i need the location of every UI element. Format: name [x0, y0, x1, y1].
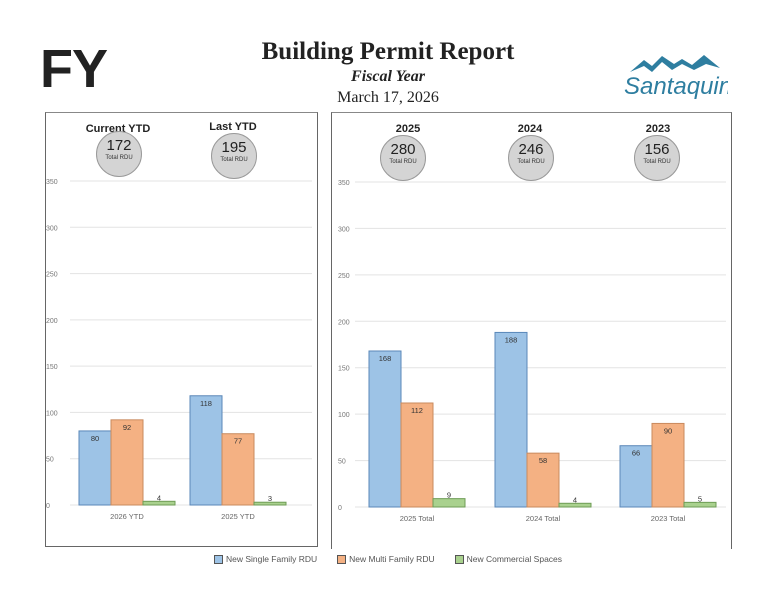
y-tick-label: 350: [46, 179, 58, 186]
bar: [368, 350, 402, 508]
data-label: 3: [268, 494, 272, 503]
bar: [619, 445, 653, 508]
data-label: 9: [447, 491, 451, 500]
bar: [78, 430, 112, 506]
summary-value: 172: [106, 137, 132, 154]
summary-label: Current YTD: [85, 123, 151, 135]
y-tick-label: 50: [46, 457, 54, 464]
bar: [558, 502, 592, 508]
legend-label: New Single Family RDU: [225, 554, 318, 564]
y-tick-label: 250: [46, 272, 58, 279]
y-tick-label: 150: [46, 364, 58, 371]
bar: [432, 498, 466, 508]
data-label: 4: [573, 495, 577, 504]
data-label: 5: [698, 494, 702, 503]
summary-unit: Total RDU: [643, 159, 671, 165]
summary-bubble: 246 Total RDU: [508, 135, 554, 181]
data-label: 188: [505, 335, 518, 344]
legend: New Single Family RDU New Multi Family R…: [0, 554, 776, 564]
data-label: 168: [379, 354, 392, 363]
x-tick-label: 2024 Total: [526, 514, 561, 523]
summary-bubble: 195 Total RDU: [211, 133, 257, 179]
bar: [253, 501, 287, 506]
summary-bubble: 172 Total RDU: [96, 131, 142, 177]
legend-item: New Multi Family RDU: [337, 554, 435, 564]
summary-bubble: 280 Total RDU: [380, 135, 426, 181]
bar: [651, 422, 685, 508]
bar: [189, 395, 223, 506]
annual-panel: [331, 112, 732, 549]
summary-value: 280: [390, 141, 416, 158]
legend-label: New Multi Family RDU: [349, 554, 435, 564]
x-tick-label: 2025 YTD: [221, 512, 255, 521]
summary-label: Last YTD: [209, 121, 257, 133]
x-tick-label: 2026 YTD: [110, 512, 144, 521]
data-label: 77: [234, 437, 242, 446]
y-tick-label: 200: [46, 318, 58, 325]
legend-swatch: [454, 554, 464, 564]
svg-text:Santaquin: Santaquin: [624, 73, 728, 100]
bar: [142, 500, 176, 506]
y-tick-label: 100: [338, 412, 350, 419]
x-tick-label: 2023 Total: [651, 514, 686, 523]
summary-label: 2025: [395, 123, 421, 135]
summary-unit: Total RDU: [389, 159, 417, 165]
summary-label: 2023: [645, 123, 671, 135]
data-label: 118: [200, 399, 212, 408]
y-tick-label: 50: [338, 459, 346, 466]
legend-item: New Commercial Spaces: [454, 554, 563, 564]
summary-unit: Total RDU: [105, 155, 133, 161]
data-label: 58: [539, 456, 547, 465]
summary-unit: Total RDU: [517, 159, 545, 165]
summary-value: 246: [518, 141, 544, 158]
x-tick-label: 2025 Total: [400, 514, 435, 523]
bar: [494, 331, 528, 508]
bar: [400, 402, 434, 508]
summary-value: 195: [221, 139, 247, 156]
summary-unit: Total RDU: [220, 157, 248, 163]
ytd-panel: [45, 112, 318, 547]
bar: [683, 501, 717, 508]
y-tick-label: 250: [338, 273, 350, 280]
santaquin-logo: Santaquin: [624, 55, 728, 100]
summary-label: 2024: [517, 123, 543, 135]
y-tick-label: 200: [338, 319, 350, 326]
report-subtitle: Fiscal Year: [351, 68, 425, 85]
data-label: 90: [664, 426, 672, 435]
bar: [110, 419, 144, 506]
y-tick-label: 300: [338, 226, 350, 233]
y-tick-label: 100: [46, 410, 58, 417]
legend-label: New Commercial Spaces: [466, 554, 563, 564]
y-tick-label: 150: [338, 366, 350, 373]
data-label: 112: [411, 406, 423, 415]
legend-swatch: [213, 554, 223, 564]
legend-item: New Single Family RDU: [213, 554, 318, 564]
report-title: Building Permit Report: [261, 38, 515, 65]
legend-swatch: [337, 554, 347, 564]
bar: [221, 433, 255, 506]
report-date: March 17, 2026: [337, 89, 439, 106]
data-label: 92: [123, 423, 131, 432]
y-tick-label: 0: [46, 503, 50, 510]
data-label: 80: [91, 434, 99, 443]
y-tick-label: 300: [46, 225, 58, 232]
y-tick-label: 350: [338, 180, 350, 187]
data-label: 66: [632, 449, 640, 458]
summary-bubble: 156 Total RDU: [634, 135, 680, 181]
summary-value: 156: [644, 141, 670, 158]
bar: [526, 452, 560, 508]
y-tick-label: 0: [338, 505, 342, 512]
data-label: 4: [157, 493, 161, 502]
fy-label: FY: [40, 39, 108, 99]
